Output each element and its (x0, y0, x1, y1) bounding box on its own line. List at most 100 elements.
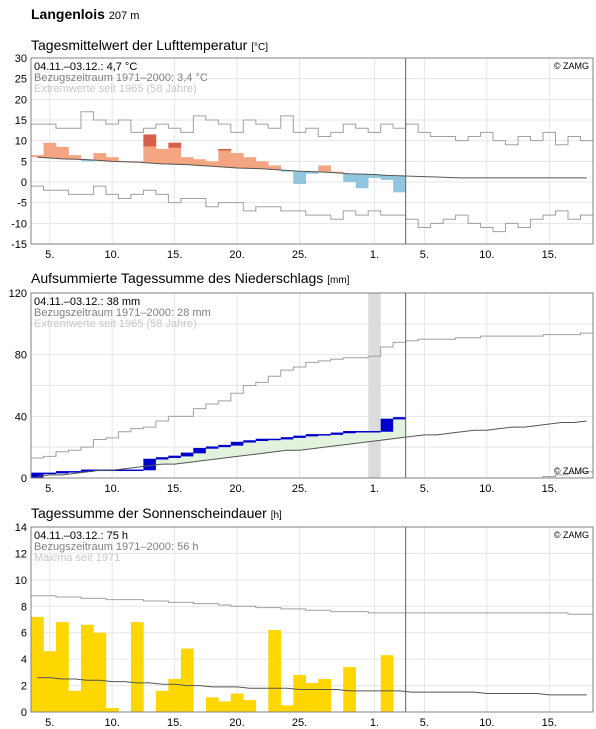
max-extreme-line (31, 595, 593, 615)
precip-bar (280, 437, 294, 440)
station-header: Langenlois 207 m (31, 6, 139, 22)
precip-excess-area (230, 442, 244, 457)
precip-bar (55, 471, 69, 474)
sunshine-bar (205, 697, 219, 712)
temp-anomaly-strong (218, 148, 232, 151)
temp-anomaly-bar (218, 148, 232, 168)
y-tick-label: 40 (15, 411, 27, 423)
temp-anomaly-bar (280, 170, 294, 172)
precip-excess-area (330, 433, 344, 446)
temp-anomaly-bar (193, 159, 207, 166)
y-tick-label: 6 (21, 628, 27, 640)
temp-anomaly-bar (55, 146, 69, 159)
precip-bar (168, 456, 181, 458)
temp-anomaly-bar (343, 173, 357, 182)
precip-excess-area (343, 431, 356, 445)
temp-anomaly-bar (255, 161, 269, 169)
info-reference-value: Bezugszeitraum 1971–2000: 28 mm (34, 307, 211, 319)
temp-anomaly-strong (143, 134, 157, 147)
y-tick-label: 10 (15, 136, 27, 148)
copyright-label: © ZAMG (554, 530, 589, 540)
x-tick-label: 15. (542, 717, 557, 729)
x-tick-label: 1. (370, 483, 379, 495)
y-tick-label: 14 (15, 522, 27, 534)
temp-anomaly-bar (393, 175, 406, 193)
x-tick-label: 10. (105, 483, 120, 495)
sunshine-bar (105, 708, 119, 712)
precip-excess-area (318, 434, 331, 448)
precip-bar (293, 436, 306, 438)
precip-bar (230, 442, 244, 446)
precip-excess-area (280, 437, 294, 451)
copyright-label: © ZAMG (554, 61, 589, 71)
precip-excess-area (355, 431, 369, 443)
x-tick-label: 10. (479, 483, 494, 495)
temp-anomaly-bar (68, 155, 82, 160)
sunshine-bar (243, 700, 257, 712)
x-tick-label: 10. (105, 717, 120, 729)
precipitation-title-text: Aufsummierte Tagessumme des Niederschlag… (31, 270, 324, 286)
sunshine-bar (155, 690, 169, 712)
sunshine-bar (93, 632, 107, 712)
x-tick-label: 15. (542, 483, 557, 495)
y-tick-label: 2 (21, 681, 27, 693)
precipitation-unit: [mm] (327, 275, 350, 286)
temperature-unit: [°C] (251, 42, 268, 53)
temp-anomaly-bar (180, 157, 194, 165)
y-tick-label: -5 (17, 198, 27, 210)
x-tick-label: 25. (292, 249, 307, 261)
info-period-value: 04.11.–03.12.: 38 mm (34, 296, 140, 308)
x-tick-label: 25. (292, 717, 307, 729)
x-tick-label: 15. (167, 717, 182, 729)
sunshine-bar (305, 682, 319, 712)
sunshine-bar (130, 622, 144, 712)
temp-anomaly-bar (155, 148, 169, 164)
reference-line (37, 420, 587, 477)
temp-anomaly-bar (330, 171, 344, 173)
precip-excess-area (43, 473, 56, 475)
y-tick-label: 0 (21, 473, 27, 485)
info-extremes-note: Maxima seit 1971 (34, 552, 120, 564)
precip-bar (243, 441, 256, 443)
precip-excess-area (243, 441, 256, 455)
x-tick-label: 20. (229, 717, 244, 729)
sunshine-bar (168, 678, 182, 712)
plot-frame (30, 57, 594, 245)
temp-anomaly-bar (368, 174, 381, 178)
x-tick-label: 5. (420, 483, 429, 495)
precip-bar (380, 419, 394, 432)
sunshine-bar (80, 624, 94, 712)
y-tick-label: 5 (21, 156, 27, 168)
y-tick-label: 15 (15, 115, 27, 127)
precipitation-chart-title: Aufsummierte Tagessumme des Niederschlag… (31, 270, 349, 286)
y-tick-label: 12 (15, 548, 27, 560)
info-period-value: 04.11.–03.12.: 4,7 °C (34, 61, 137, 73)
precip-bar (255, 439, 269, 441)
max-extreme-line (31, 111, 593, 146)
precip-bar (180, 453, 194, 457)
precip-bar (305, 434, 319, 437)
sunshine-unit: [h] (270, 510, 282, 521)
plot-frame (30, 526, 594, 713)
precip-bar (193, 448, 206, 454)
y-tick-label: 0 (21, 707, 27, 719)
sunshine-bar (180, 648, 194, 712)
temp-anomaly-bar (93, 153, 107, 161)
sunshine-title-text: Tagessumme der Sonnenscheindauer (31, 505, 267, 521)
precip-excess-area (218, 445, 231, 458)
info-extremes-note: Extremwerte seit 1965 (58 Jahre) (34, 83, 197, 95)
sunshine-bar (293, 675, 307, 712)
precip-excess-area (155, 457, 169, 465)
station-altitude: 207 m (108, 10, 140, 22)
precip-excess-area (255, 439, 269, 454)
x-tick-label: 15. (542, 249, 557, 261)
precip-excess-area (180, 453, 194, 463)
precip-excess-area (205, 447, 219, 460)
temp-anomaly-bar (268, 165, 282, 170)
reference-line (37, 677, 587, 696)
precip-bar (80, 470, 94, 472)
y-tick-label: 30 (15, 53, 27, 65)
